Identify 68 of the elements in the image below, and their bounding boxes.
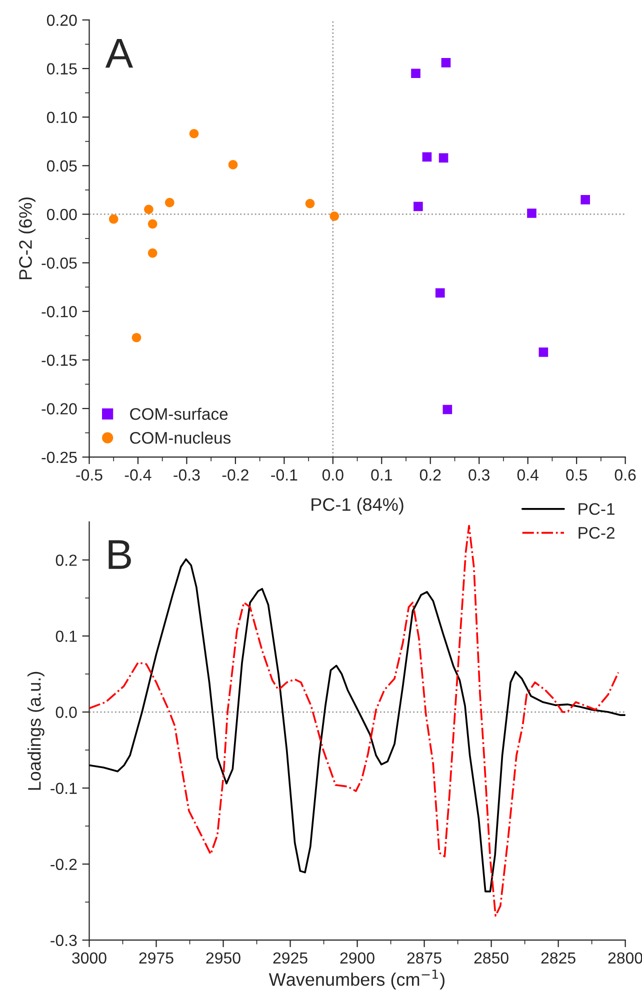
x-tick-label: 3000 [72, 952, 106, 964]
point [144, 204, 154, 214]
y-tick-label: -0.20 [42, 403, 77, 414]
y-tick-label: 0.20 [46, 14, 77, 26]
y-tick-label: -0.2 [50, 858, 77, 870]
x-tick-label: 0.5 [566, 469, 588, 481]
y-tick-label: 0.00 [46, 208, 77, 220]
x-tick-label: -0.3 [174, 469, 200, 481]
x-tick-label: -0.5 [76, 469, 102, 481]
point [422, 152, 432, 162]
point [330, 212, 340, 221]
x-tick-label: 2975 [139, 952, 174, 964]
y-axis-title: Loadings (a.u.) [28, 672, 44, 790]
x-tick-label: 0.1 [371, 469, 392, 481]
x-tick-label: 0.4 [517, 469, 538, 481]
y-tick-label: 0.1 [56, 630, 77, 642]
point [441, 58, 451, 68]
annotation: A [105, 38, 134, 68]
line-series [89, 524, 620, 917]
x-tick-label: 2875 [407, 952, 442, 964]
point [305, 198, 315, 208]
point [442, 404, 452, 414]
point [189, 128, 199, 138]
x-axis-title: Wavenumbers (cm$^{−1}$) [268, 970, 444, 990]
x-tick-label: -0.2 [222, 469, 248, 481]
x-tick-label: 2900 [340, 952, 374, 964]
y-tick-label: -0.25 [42, 452, 77, 464]
y-tick-label: 0.2 [56, 554, 77, 566]
x-tick-label: 0.2 [420, 469, 441, 481]
y-tick-label: 0.10 [46, 112, 77, 124]
point [538, 348, 548, 357]
point [414, 202, 423, 212]
x-tick-label: 0.6 [614, 469, 636, 481]
x-tick-label: 2950 [206, 952, 240, 964]
x-tick-label: -0.4 [124, 469, 152, 481]
point [435, 288, 445, 298]
point [228, 160, 238, 170]
legend-label: PC-2 [578, 526, 614, 539]
point [148, 248, 158, 258]
point [580, 195, 590, 204]
x-tick-label: 2800 [608, 952, 642, 964]
y-tick-label: -0.1 [50, 782, 77, 794]
point [527, 208, 536, 218]
point [108, 214, 118, 224]
y-tick-label: 0.15 [46, 63, 77, 74]
x-tick-label: 2825 [541, 952, 576, 964]
x-tick-label: 0.3 [468, 469, 490, 481]
y-tick-label: 0.05 [46, 160, 77, 172]
x-tick-label: -0.1 [271, 469, 298, 481]
y-tick-label: -0.15 [42, 354, 77, 366]
y-axis-title: PC-2 (6%) [18, 198, 36, 280]
point [164, 198, 174, 208]
point [132, 332, 142, 342]
annotation: B [108, 540, 131, 569]
y-tick-label: -0.10 [42, 306, 77, 318]
legend-label: COM-surface [130, 408, 228, 420]
y-tick-label: -0.05 [42, 257, 77, 269]
x-tick-label: 2850 [474, 952, 508, 964]
point [438, 153, 448, 163]
x-axis-title: PC-1 (84%) [312, 498, 404, 514]
x-tick-label: 0.0 [322, 469, 344, 481]
point [148, 219, 158, 229]
x-tick-label: 2925 [273, 952, 308, 964]
y-tick-label: -0.3 [50, 934, 77, 946]
legend-label: COM-nucleus [130, 432, 231, 444]
legend-label: PC-1 [578, 503, 614, 515]
y-tick-label: 0.0 [56, 706, 77, 718]
point [411, 68, 420, 78]
